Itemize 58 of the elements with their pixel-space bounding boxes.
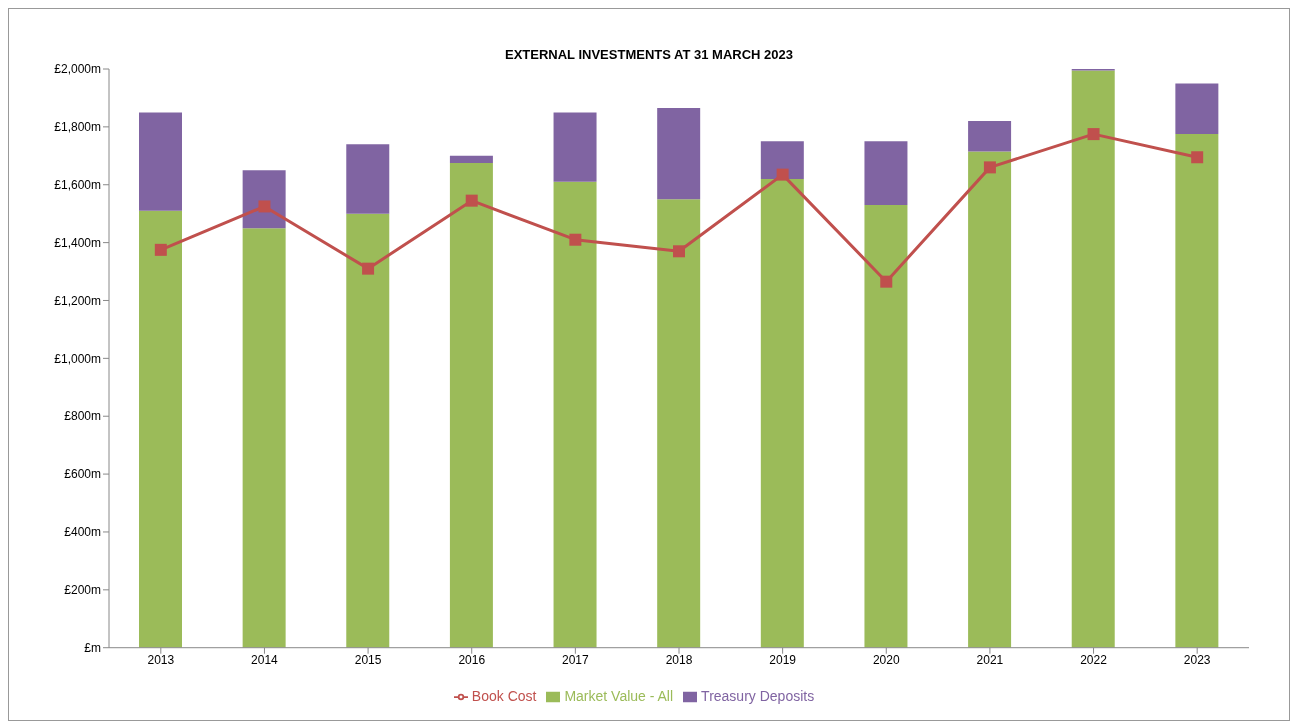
bar <box>760 178 804 648</box>
bar <box>864 141 908 205</box>
point <box>154 243 167 256</box>
point <box>465 194 478 207</box>
bar <box>657 199 701 648</box>
bar <box>968 151 1012 648</box>
bar <box>449 155 493 164</box>
legend-label: Market Value - All <box>564 687 674 704</box>
bar <box>139 210 182 648</box>
y-tick-label: £200m <box>64 583 101 598</box>
bar <box>1175 134 1219 648</box>
x-tick-label: 2017 <box>562 653 590 668</box>
x-tick-label: 2020 <box>872 653 900 668</box>
x-tick-label: 2018 <box>665 653 693 668</box>
y-tick-label: £1,600m <box>54 178 101 192</box>
point <box>569 233 582 246</box>
y-tick-label: £1,000m <box>54 351 101 366</box>
bar <box>1071 70 1115 648</box>
bar <box>346 144 390 214</box>
x-tick-label: 2014 <box>251 653 279 668</box>
point <box>673 245 685 258</box>
bar <box>553 181 597 648</box>
y-tick-label: £m <box>84 640 101 655</box>
point <box>1087 128 1100 141</box>
legend-label: Treasury Deposits <box>701 687 815 704</box>
point <box>362 262 375 275</box>
bar <box>1175 83 1219 135</box>
bar <box>968 121 1012 152</box>
x-tick-label: 2021 <box>976 653 1004 668</box>
bar <box>760 141 804 179</box>
point <box>983 161 996 174</box>
x-tick-label: 2023 <box>1183 653 1211 668</box>
point <box>776 168 789 181</box>
x-tick-label: 2013 <box>147 653 175 668</box>
y-tick-label: £800m <box>64 409 101 424</box>
legend-label: Book Cost <box>471 687 537 704</box>
point <box>880 275 893 288</box>
bar <box>657 108 701 200</box>
y-tick-label: £1,400m <box>54 235 101 250</box>
bar <box>449 163 493 648</box>
y-tick-label: £2,000m <box>54 62 101 77</box>
chart-title: EXTERNAL INVESTMENTS AT 31 MARCH 2023 <box>504 47 794 62</box>
y-tick-label: £1,200m <box>54 293 101 308</box>
y-tick-label: £400m <box>64 525 101 540</box>
point <box>1191 151 1204 164</box>
x-tick-label: 2015 <box>354 653 382 668</box>
point <box>258 200 271 213</box>
bar <box>242 228 286 648</box>
bar <box>553 112 597 182</box>
bar <box>242 170 286 229</box>
bar <box>864 205 908 648</box>
x-tick-label: 2019 <box>769 653 797 668</box>
x-tick-label: 2016 <box>458 653 486 668</box>
y-tick-label: £1,800m <box>54 120 101 135</box>
bar <box>139 112 182 211</box>
y-tick-label: £600m <box>64 467 101 482</box>
bar <box>346 213 390 648</box>
x-tick-label: 2022 <box>1080 653 1108 668</box>
